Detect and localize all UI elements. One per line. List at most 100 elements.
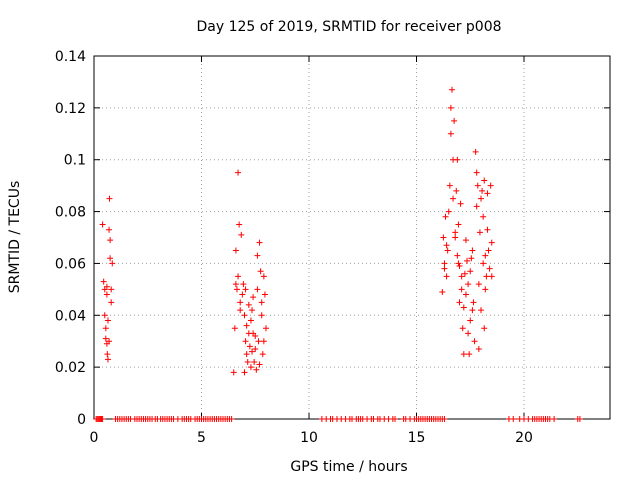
data-point (106, 226, 113, 233)
data-point (228, 416, 235, 422)
data-point (466, 351, 473, 358)
data-point (488, 239, 495, 246)
data-point (247, 364, 254, 371)
data-point (101, 312, 108, 319)
data-point (465, 281, 472, 288)
data-point (442, 213, 449, 220)
data-point (474, 182, 481, 189)
points-layer (93, 86, 583, 422)
data-point (104, 356, 111, 363)
data-point (467, 317, 474, 324)
data-point (106, 195, 113, 202)
data-point (458, 286, 465, 293)
data-point (104, 317, 111, 324)
data-point (102, 325, 109, 332)
data-point (484, 190, 491, 197)
data-point (236, 221, 243, 228)
data-point (451, 117, 458, 124)
data-point (461, 270, 468, 277)
data-point (483, 273, 490, 280)
data-point (459, 325, 466, 332)
y-tick-label: 0.06 (55, 256, 86, 272)
chart-title: Day 125 of 2019, SRMTID for receiver p00… (196, 19, 501, 35)
data-point (249, 348, 256, 355)
data-point (241, 369, 248, 376)
data-point (238, 231, 245, 238)
data-point (440, 234, 447, 241)
data-point (482, 252, 489, 259)
data-point (107, 237, 114, 244)
data-point (247, 317, 254, 324)
data-point (392, 416, 398, 422)
x-axis-label: GPS time / hours (290, 459, 407, 475)
data-point (487, 182, 494, 189)
data-point (240, 281, 247, 288)
data-point (237, 307, 244, 314)
data-point (551, 416, 558, 422)
data-point (443, 242, 450, 249)
data-point (239, 291, 246, 298)
data-point (480, 213, 487, 220)
data-point (475, 281, 482, 288)
plot-frame (93, 55, 611, 420)
data-point (469, 247, 476, 254)
data-point (457, 200, 464, 207)
x-tick-label: 10 (300, 430, 318, 446)
data-point (444, 247, 451, 254)
data-point (455, 221, 462, 228)
data-point (108, 299, 115, 306)
data-point (478, 195, 484, 202)
data-point (103, 291, 110, 298)
data-point (241, 312, 248, 319)
data-point (106, 338, 113, 345)
data-point (469, 307, 476, 314)
data-point (258, 312, 265, 319)
data-point (250, 294, 257, 301)
data-point (102, 335, 109, 342)
data-point (452, 234, 459, 241)
data-point (108, 286, 115, 293)
data-point (454, 252, 461, 259)
y-tick-label: 0.14 (55, 49, 86, 65)
data-point (484, 226, 491, 233)
data-point (510, 416, 517, 422)
data-point (488, 273, 495, 280)
data-point (467, 268, 474, 275)
data-point (103, 283, 110, 290)
data-point (468, 255, 475, 262)
data-point (441, 260, 448, 267)
data-point (479, 187, 486, 194)
data-point (259, 351, 266, 358)
data-point (260, 338, 267, 345)
data-point (243, 322, 250, 329)
data-point (464, 257, 471, 264)
data-point (447, 130, 454, 137)
data-point (456, 299, 463, 306)
data-point (244, 358, 251, 365)
data-point (473, 169, 480, 176)
x-tick-label: 5 (197, 430, 206, 446)
data-point (476, 229, 483, 236)
data-point (237, 299, 244, 306)
data-point (99, 416, 106, 422)
x-tick-label: 20 (515, 430, 533, 446)
data-point (478, 307, 484, 314)
data-point (450, 195, 457, 202)
data-point (100, 278, 107, 285)
data-point (472, 148, 479, 155)
grid-layer (94, 56, 610, 419)
data-point (242, 286, 249, 293)
data-point (246, 343, 253, 350)
data-point (243, 351, 250, 358)
data-point (256, 239, 263, 246)
data-point (447, 104, 454, 111)
data-point (232, 247, 239, 254)
data-point (230, 369, 237, 376)
data-point (261, 291, 268, 298)
data-point (462, 237, 469, 244)
ticks-layer: 0 0.02 0.04 0.06 0.08 0.1 0.12 0.14 0 5 10 15 20 (55, 49, 610, 446)
data-point (99, 221, 106, 228)
data-point (486, 265, 493, 272)
y-tick-label: 0.12 (55, 101, 86, 117)
